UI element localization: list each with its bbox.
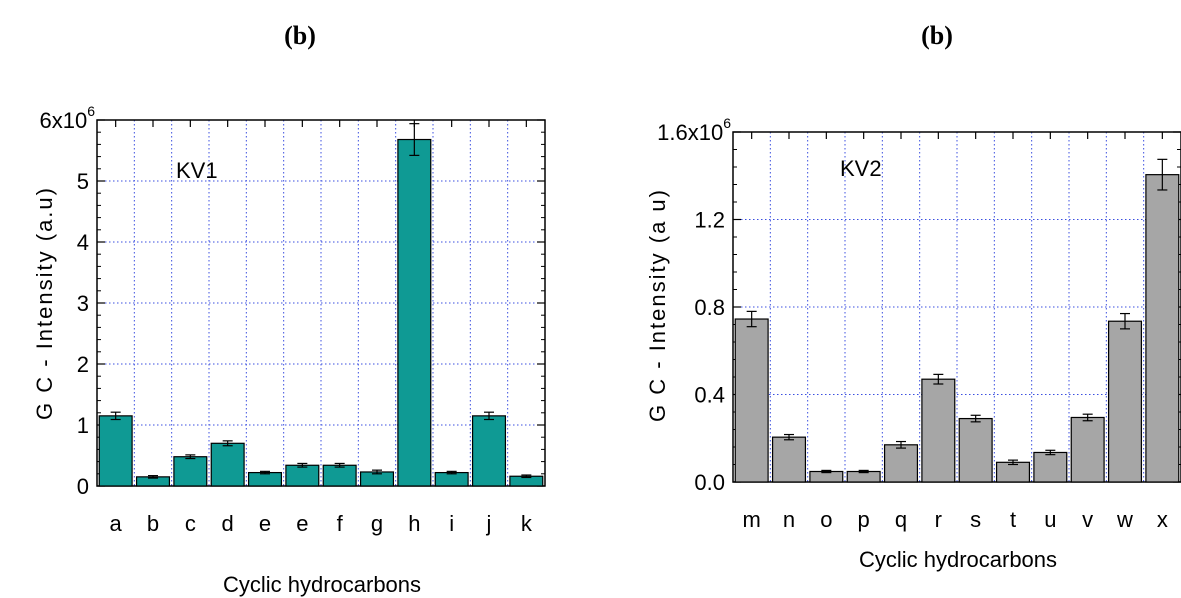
bar	[958, 417, 993, 483]
y-axis-title: G C - Intensity (a.u)	[32, 186, 57, 420]
bar	[883, 444, 919, 483]
x-category-label: b	[147, 511, 159, 536]
x-category-label: o	[820, 507, 832, 532]
x-category-label: f	[337, 511, 344, 536]
bar	[285, 464, 320, 487]
panel-label: (b)	[284, 21, 316, 50]
x-category-label: j	[486, 511, 492, 536]
bar	[1070, 416, 1105, 483]
bar	[173, 456, 208, 487]
x-category-label: i	[449, 511, 454, 536]
x-category-label: e	[296, 511, 308, 536]
bar	[995, 461, 1031, 483]
bar	[247, 471, 283, 487]
bar	[921, 378, 956, 483]
x-category-label: m	[743, 507, 761, 532]
y-tick-label: 0	[77, 474, 89, 499]
y-tick-label: 1	[77, 413, 89, 438]
x-axis-title: Cyclic hydrocarbons	[223, 572, 421, 597]
x-category-label: d	[222, 511, 234, 536]
x-category-label: p	[858, 507, 870, 532]
x-category-label: e	[259, 511, 271, 536]
y-tick-label: 1.2	[694, 208, 725, 233]
x-category-label: x	[1157, 507, 1168, 532]
bar	[322, 464, 357, 487]
x-category-label: a	[110, 511, 123, 536]
bar	[397, 138, 432, 487]
x-category-label: u	[1044, 507, 1056, 532]
chart-title: KV1	[176, 158, 218, 183]
y-axis-title: G C - Intensity (a u)	[645, 188, 670, 422]
y-tick-label: 6x106	[39, 103, 95, 133]
y-tick-label: 0.8	[694, 295, 725, 320]
bar	[734, 318, 769, 483]
bar	[471, 415, 507, 487]
bar	[434, 471, 469, 487]
chart-title: KV2	[840, 156, 882, 181]
x-category-label: v	[1082, 507, 1093, 532]
x-category-label: r	[935, 507, 942, 532]
panel-label: (b)	[921, 21, 953, 50]
x-category-label: q	[895, 507, 907, 532]
y-tick-label: 0.0	[694, 470, 725, 495]
x-axis-title: Cyclic hydrocarbons	[859, 547, 1057, 572]
bar	[771, 436, 807, 483]
y-tick-label: 3	[77, 291, 89, 316]
x-category-label: c	[185, 511, 196, 536]
bar	[1145, 174, 1180, 483]
x-category-label: k	[521, 511, 533, 536]
x-category-label: t	[1010, 507, 1016, 532]
bar	[1107, 320, 1143, 483]
x-category-label: s	[970, 507, 981, 532]
y-tick-label: 1.6x106	[657, 115, 731, 145]
x-category-label: g	[371, 511, 383, 536]
x-category-label: n	[783, 507, 795, 532]
y-tick-label: 5	[77, 169, 89, 194]
y-tick-label: 4	[77, 230, 89, 255]
x-category-label: h	[408, 511, 420, 536]
bar	[1033, 451, 1068, 483]
x-category-label: w	[1116, 507, 1133, 532]
y-tick-label: 2	[77, 352, 89, 377]
y-tick-label: 0.4	[694, 383, 725, 408]
bar	[210, 442, 245, 487]
bar	[98, 415, 133, 487]
